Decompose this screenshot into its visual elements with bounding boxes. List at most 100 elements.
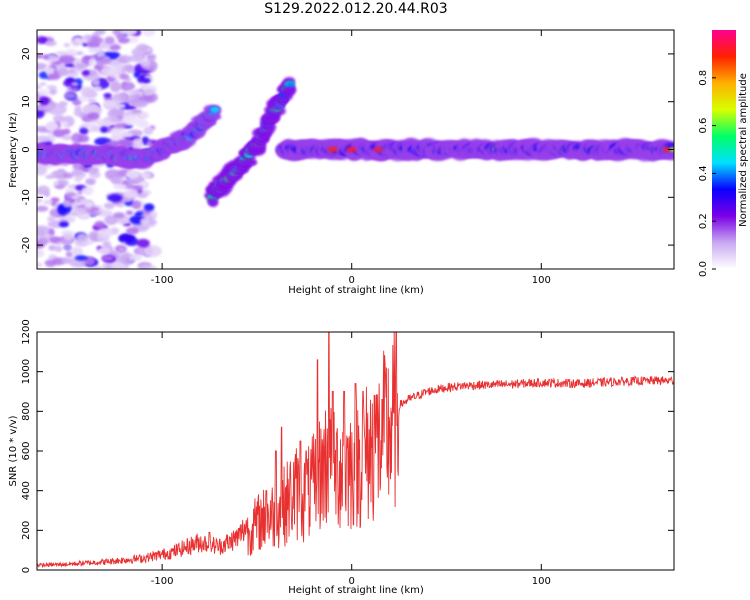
spectrogram-blob bbox=[102, 99, 118, 109]
spectrogram-blob bbox=[104, 215, 119, 226]
spectrogram-blob bbox=[59, 100, 68, 107]
spectrogram-blob bbox=[48, 236, 62, 243]
spectrogram-blob bbox=[92, 80, 100, 87]
snr-marks bbox=[37, 332, 674, 568]
spectrogram-blob bbox=[60, 121, 69, 127]
spectrogram-blob bbox=[66, 216, 76, 223]
spectrogram-blob bbox=[136, 238, 150, 248]
spectrogram-blob bbox=[119, 73, 129, 80]
spectrogram-blob bbox=[76, 233, 89, 244]
spectrogram-blob bbox=[143, 245, 162, 258]
spectrogram-blob bbox=[125, 210, 134, 216]
spectrogram-blob bbox=[142, 30, 156, 37]
snr-x-tick-label: 0 bbox=[349, 576, 355, 587]
spectrogram-blob bbox=[129, 254, 142, 261]
spectrogram-blob bbox=[92, 85, 103, 92]
spectrogram-blob bbox=[97, 247, 111, 255]
spectrogram-blob bbox=[75, 51, 84, 56]
spectrogram-blob bbox=[81, 69, 90, 76]
snr-y-label: SNR (10 * v/v) bbox=[8, 415, 19, 486]
spectrogram-blob bbox=[94, 220, 106, 229]
spectrogram-blob bbox=[103, 92, 112, 99]
spectrogram-y-tick-label: -20 bbox=[21, 237, 32, 253]
spectrogram-blob bbox=[63, 233, 74, 241]
spectrogram-blob bbox=[143, 78, 151, 84]
spectrogram-blob bbox=[71, 207, 87, 216]
colorbar-tick-label: 0.0 bbox=[698, 261, 709, 277]
spectrogram-blob bbox=[88, 57, 97, 67]
spectrogram-blob bbox=[70, 246, 83, 257]
spectrogram-blob bbox=[93, 64, 103, 71]
spectrogram-marks bbox=[37, 30, 674, 269]
spectrogram-blob bbox=[110, 260, 126, 269]
spectrogram-blob bbox=[87, 46, 101, 54]
spectrogram-blob bbox=[89, 103, 98, 112]
spectrogram-blob bbox=[133, 71, 141, 79]
spectrogram-blob bbox=[346, 146, 358, 153]
spectrogram-blob bbox=[117, 54, 132, 64]
spectrogram-blob bbox=[130, 98, 148, 108]
snr-y-tick-label: 200 bbox=[21, 521, 32, 540]
spectrogram-blob bbox=[143, 88, 155, 95]
spectrogram-blob bbox=[147, 53, 157, 61]
spectrogram-blob bbox=[56, 179, 69, 187]
spectrogram-blob bbox=[67, 69, 76, 74]
spectrogram-blob bbox=[96, 51, 106, 58]
spectrogram-blob bbox=[85, 178, 96, 186]
spectrogram-blob bbox=[37, 36, 48, 44]
spectrogram-blob bbox=[37, 62, 48, 71]
spectrogram-y-tick-label: 20 bbox=[21, 48, 32, 61]
spectrogram-blob bbox=[144, 94, 154, 102]
spectrogram-blob bbox=[113, 183, 128, 190]
spectrogram-blob bbox=[50, 171, 62, 178]
spectrogram-blob bbox=[123, 64, 134, 71]
snr-y-tick-label: 1000 bbox=[21, 359, 32, 384]
spectrogram-blob bbox=[37, 105, 46, 111]
snr-x-ticks: -100 0 100 bbox=[151, 332, 551, 587]
spectrogram-blob bbox=[81, 187, 90, 194]
spectrogram-blob bbox=[112, 92, 128, 103]
spectrogram-blob bbox=[141, 172, 152, 179]
spectrogram-blob bbox=[113, 212, 125, 219]
spectrogram-blob bbox=[73, 110, 85, 117]
spectrogram-blob bbox=[80, 86, 96, 98]
spectrogram-blob bbox=[139, 217, 150, 226]
spectrogram-blob bbox=[57, 55, 75, 64]
spectrogram-blob bbox=[90, 207, 100, 212]
spectrogram-blob bbox=[107, 194, 123, 202]
snr-y-tick-label: 800 bbox=[21, 402, 32, 421]
spectrogram-blob bbox=[102, 240, 111, 247]
spectrogram-blob bbox=[54, 245, 63, 253]
spectrogram-blob bbox=[53, 128, 66, 138]
snr-y-tick-label: 400 bbox=[21, 481, 32, 500]
spectrogram-x-tick-label: 100 bbox=[532, 275, 551, 286]
colorbar-ticks: 0.0 0.2 0.4 0.6 0.8 bbox=[698, 70, 716, 277]
spectrogram-blob bbox=[110, 176, 122, 184]
spectrogram-blob bbox=[37, 89, 50, 98]
spectrogram-blob bbox=[37, 262, 43, 268]
spectrogram-blob bbox=[74, 37, 88, 44]
spectrogram-blob bbox=[115, 103, 126, 109]
snr-y-tick-label: 1200 bbox=[21, 319, 32, 344]
spectrogram-y-tick-label: 0 bbox=[21, 146, 32, 152]
spectrogram-blob bbox=[91, 36, 104, 44]
spectrogram-blob bbox=[62, 200, 71, 208]
snr-x-tick-label: 100 bbox=[532, 576, 551, 587]
spectrogram-blob bbox=[100, 126, 108, 133]
spectrogram-blob bbox=[209, 106, 220, 113]
spectrogram-blob bbox=[37, 135, 50, 143]
spectrogram-blob bbox=[47, 123, 58, 131]
spectrogram-blob bbox=[125, 170, 140, 179]
spectrogram-blob bbox=[96, 57, 112, 66]
spectrogram-y-tick-label: 10 bbox=[21, 95, 32, 108]
snr-frame bbox=[36, 331, 675, 571]
snr-x-label: Height of straight line (km) bbox=[288, 585, 424, 596]
spectrogram-blob bbox=[53, 180, 59, 187]
spectrogram-x-tick-label: 0 bbox=[349, 275, 355, 286]
spectrogram-x-tick-label: -100 bbox=[151, 275, 174, 286]
spectrogram-blob bbox=[50, 197, 60, 203]
spectrogram-blob bbox=[113, 61, 121, 65]
spectrogram-y-tick-label: -10 bbox=[21, 189, 32, 205]
spectrogram-blob bbox=[37, 84, 42, 90]
